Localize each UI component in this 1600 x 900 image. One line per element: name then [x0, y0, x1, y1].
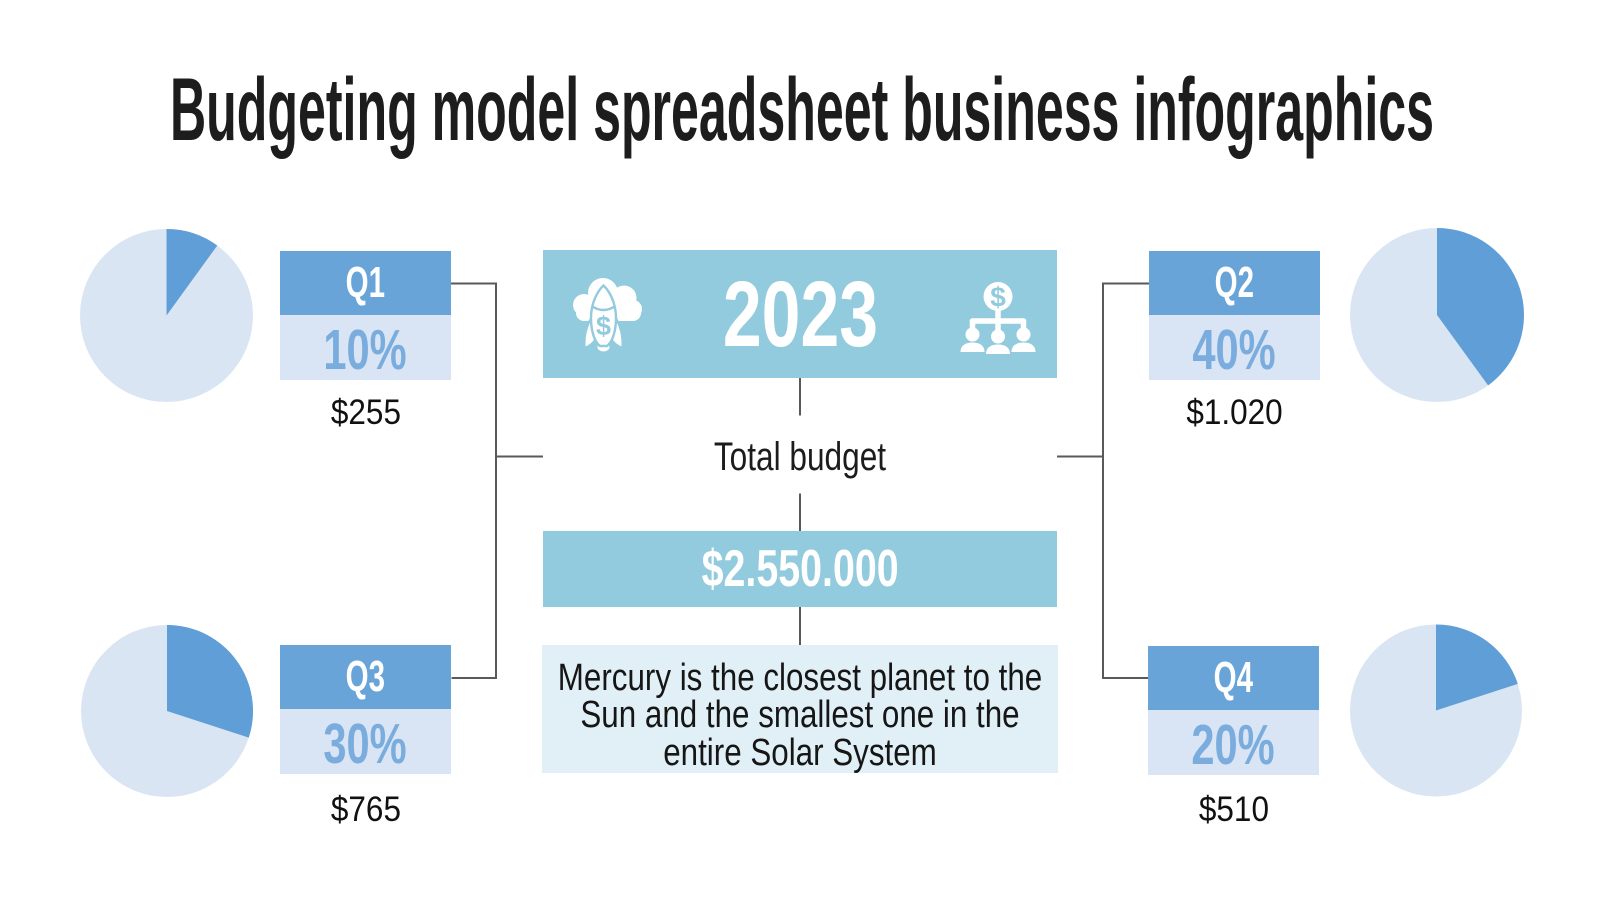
svg-text:$: $ [990, 282, 1006, 313]
svg-text:$: $ [596, 311, 611, 341]
